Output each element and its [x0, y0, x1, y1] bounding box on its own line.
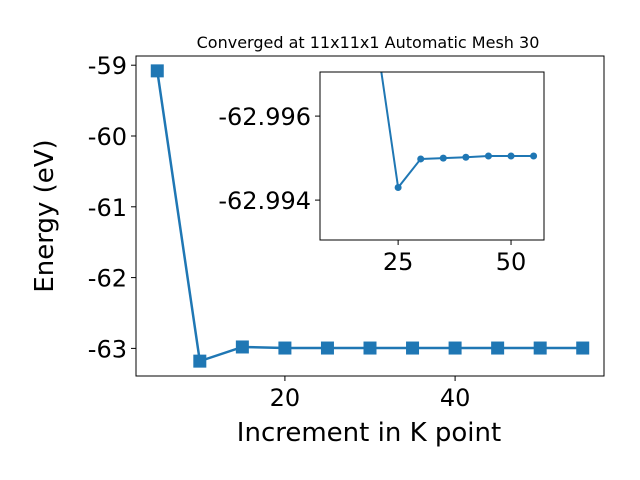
marker: [484, 152, 492, 160]
marker: [235, 340, 249, 354]
y-tick-label: -62.994: [218, 187, 311, 215]
marker: [530, 152, 538, 160]
marker: [150, 64, 164, 78]
x-tick-label: 50: [496, 248, 527, 276]
y-axis-label: Energy (eV): [30, 139, 60, 292]
marker: [576, 341, 590, 355]
marker: [394, 184, 402, 191]
axes-frame: [319, 71, 545, 241]
marker: [439, 154, 447, 162]
y-tick-label: -62: [88, 265, 127, 293]
marker: [320, 341, 334, 355]
marker: [363, 341, 377, 355]
y-tick-label: -62.996: [218, 103, 311, 131]
marker: [193, 354, 207, 368]
marker: [417, 155, 425, 163]
series-line: [380, 72, 534, 190]
y-tick-label: -61: [88, 194, 127, 222]
marker: [406, 341, 420, 355]
plot-content: [380, 72, 538, 191]
x-tick-label: 25: [383, 248, 414, 276]
chart-title: Converged at 11x11x1 Automatic Mesh 30: [197, 33, 540, 52]
marker: [507, 152, 515, 160]
x-axis-label: Increment in K point: [237, 418, 501, 448]
marker: [491, 341, 505, 355]
x-tick-label: 20: [270, 384, 301, 412]
y-tick-label: -63: [88, 335, 127, 363]
x-tick-label: 40: [440, 384, 471, 412]
marker: [278, 341, 292, 355]
y-tick-label: -60: [88, 123, 127, 151]
marker: [533, 341, 547, 355]
axes-frame: [135, 55, 605, 377]
plot-content: [150, 64, 590, 368]
y-tick-label: -59: [88, 52, 127, 80]
marker: [448, 341, 462, 355]
marker: [462, 153, 470, 161]
